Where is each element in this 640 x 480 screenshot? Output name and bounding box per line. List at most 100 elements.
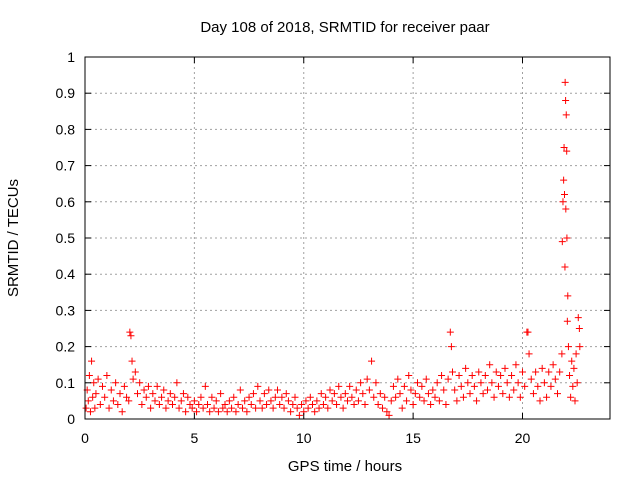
data-point — [91, 404, 99, 412]
data-point — [114, 401, 122, 409]
data-point — [256, 397, 264, 405]
data-point — [90, 379, 98, 387]
data-point — [258, 404, 266, 412]
data-point — [223, 408, 231, 416]
y-tick-label: 0.4 — [56, 266, 76, 282]
data-point — [561, 263, 569, 271]
data-point — [293, 404, 301, 412]
data-point — [475, 368, 483, 376]
data-point — [217, 390, 225, 398]
data-point — [274, 386, 281, 394]
y-tick-label: 1 — [67, 49, 75, 65]
data-point — [339, 404, 347, 412]
data-point — [545, 368, 553, 376]
data-point — [337, 393, 345, 401]
x-tick-label: 10 — [296, 430, 312, 446]
data-point — [563, 147, 571, 155]
data-point — [574, 314, 582, 322]
data-point — [309, 401, 316, 409]
data-point — [142, 393, 150, 401]
data-point — [225, 397, 233, 405]
x-tick-label: 0 — [81, 430, 89, 446]
data-point — [234, 401, 242, 409]
data-point — [540, 379, 548, 387]
data-point — [494, 382, 502, 390]
data-point — [260, 390, 268, 398]
grid — [85, 57, 610, 419]
data-point — [151, 397, 159, 405]
x-tick-label: 15 — [405, 430, 421, 446]
data-point — [453, 397, 461, 405]
data-point — [127, 332, 135, 340]
data-point — [543, 393, 551, 401]
data-point — [447, 343, 455, 351]
data-point — [118, 408, 126, 416]
data-point — [505, 393, 513, 401]
data-point — [363, 375, 371, 383]
data-point — [563, 234, 571, 242]
y-tick-label: 0.5 — [56, 230, 76, 246]
data-point — [512, 361, 520, 369]
data-point — [556, 368, 564, 376]
data-point — [324, 404, 332, 412]
data-point — [210, 404, 218, 412]
data-point — [243, 408, 251, 416]
data-point — [572, 350, 580, 358]
data-point — [219, 404, 227, 412]
data-point — [383, 408, 391, 416]
y-tick-label: 0.7 — [56, 158, 76, 174]
data-point — [177, 397, 185, 405]
data-point — [560, 176, 568, 184]
data-point — [501, 364, 509, 372]
data-point — [109, 397, 117, 405]
data-point — [559, 198, 567, 206]
data-point — [418, 382, 426, 390]
data-point — [354, 397, 362, 405]
data-point — [166, 390, 174, 398]
chart-title: Day 108 of 2018, SRMTID for receiver paa… — [200, 19, 489, 36]
data-point — [514, 379, 522, 387]
data-point — [576, 343, 584, 351]
data-point — [554, 390, 561, 398]
data-point — [352, 386, 360, 394]
data-point — [101, 393, 109, 401]
data-point — [477, 379, 485, 387]
data-point — [201, 382, 209, 390]
data-point — [335, 382, 343, 390]
data-point — [138, 401, 146, 409]
data-point — [407, 386, 415, 394]
data-point — [241, 397, 249, 405]
data-point — [306, 393, 314, 401]
data-point — [326, 386, 334, 394]
data-point — [206, 408, 214, 416]
data-point — [411, 390, 419, 398]
data-point — [112, 379, 120, 387]
data-point — [549, 361, 557, 369]
data-point — [144, 382, 152, 390]
data-point — [128, 357, 136, 365]
x-tick-label: 5 — [190, 430, 198, 446]
y-tick-label: 0.6 — [56, 194, 76, 210]
data-point — [188, 404, 196, 412]
data-point — [263, 401, 271, 409]
data-point — [424, 390, 432, 398]
data-point — [464, 379, 472, 387]
data-point — [287, 408, 295, 416]
data-point — [171, 393, 179, 401]
y-tick-label: 0.2 — [56, 339, 76, 355]
data-point — [575, 325, 583, 332]
data-point — [484, 386, 491, 394]
data-point — [341, 390, 349, 398]
data-point — [252, 404, 260, 412]
data-point — [153, 382, 161, 390]
data-point — [459, 393, 467, 401]
data-point — [562, 111, 570, 119]
data-point — [333, 401, 341, 409]
data-point — [568, 357, 576, 365]
data-point — [212, 397, 220, 405]
data-point — [534, 382, 542, 390]
data-point — [481, 372, 489, 380]
data-point — [123, 393, 131, 401]
data-point — [359, 390, 367, 398]
data-point — [276, 401, 284, 409]
